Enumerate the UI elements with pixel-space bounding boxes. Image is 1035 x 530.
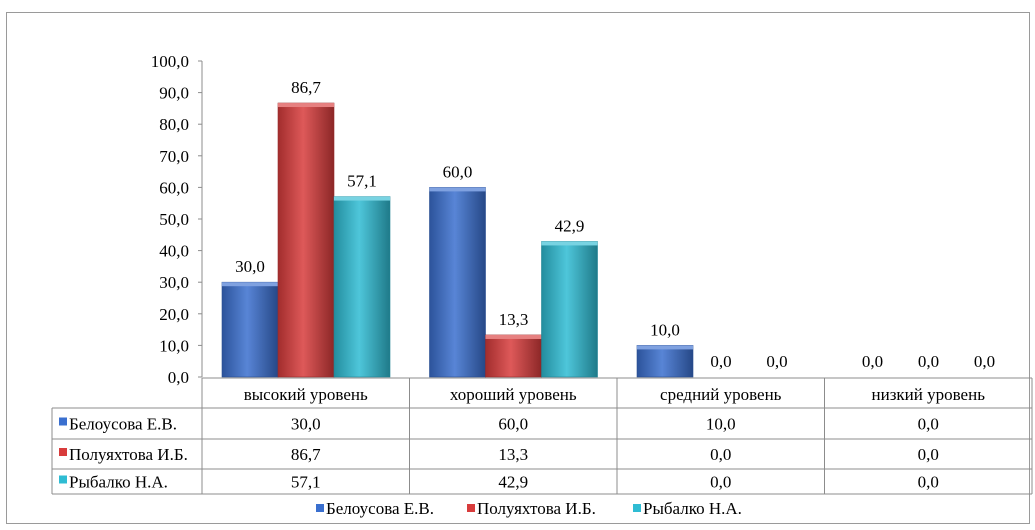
bar <box>636 345 694 378</box>
bar-top-highlight <box>541 241 598 246</box>
y-tick-label: 20,0 <box>159 305 189 324</box>
legend-key <box>59 417 67 426</box>
y-tick-label: 0,0 <box>168 368 189 387</box>
bar <box>485 334 542 378</box>
bar <box>221 281 279 378</box>
legend-label: Белоусова Е.В. <box>326 499 434 518</box>
data-label: 0,0 <box>766 352 787 371</box>
data-label: 42,9 <box>555 216 585 235</box>
table-cell: 0,0 <box>710 473 731 492</box>
data-labels: 30,0 60,0 10,0 0,0 86,7 13,3 0,0 0,0 57,1 42,9 0,0… <box>235 78 995 371</box>
category-label: высокий уровень <box>244 385 368 404</box>
y-tick-label: 30,0 <box>159 273 189 292</box>
table-cell: 60,0 <box>498 415 528 434</box>
legend-swatch <box>316 504 324 512</box>
data-label: 0,0 <box>862 352 883 371</box>
table-cell: 86,7 <box>291 445 321 464</box>
bar-top-highlight <box>222 282 278 287</box>
data-label: 60,0 <box>443 162 473 181</box>
table-cell: 13,3 <box>498 445 528 464</box>
bar <box>277 102 335 378</box>
y-tick-label: 40,0 <box>159 242 189 261</box>
data-label: 57,1 <box>347 172 377 191</box>
data-label: 13,3 <box>499 310 529 329</box>
data-label: 0,0 <box>710 352 731 371</box>
legend-swatch <box>467 504 475 512</box>
y-tick-label: 70,0 <box>159 147 189 166</box>
table-series-name: Рыбалко Н.А. <box>69 473 168 492</box>
data-label: 0,0 <box>974 352 995 371</box>
data-label: 0,0 <box>918 352 939 371</box>
bar-top-highlight <box>429 187 486 192</box>
table-cell: 0,0 <box>918 415 939 434</box>
bar-top-highlight <box>278 103 334 108</box>
bar <box>429 187 486 378</box>
bar <box>541 241 598 378</box>
axes: 0,0 10,0 20,0 30,0 40,0 50,0 60,0 70,0 80,0 90,0 1… <box>151 52 203 387</box>
bars <box>221 102 694 378</box>
data-label: 30,0 <box>235 257 265 276</box>
table-cell: 0,0 <box>918 473 939 492</box>
y-tick-label: 80,0 <box>159 115 189 134</box>
y-tick-label: 50,0 <box>159 210 189 229</box>
legend: Белоусова Е.В. Полуяхтова И.Б. Рыбалко Н.А… <box>316 499 742 518</box>
table-series-name: Белоусова Е.В. <box>69 415 177 434</box>
bar <box>333 196 391 378</box>
legend-label: Рыбалко Н.А. <box>643 499 742 518</box>
category-label: низкий уровень <box>872 385 986 404</box>
bar-top-highlight <box>637 345 693 350</box>
table-series-name: Полуяхтова И.Б. <box>69 445 188 464</box>
category-label: хороший уровень <box>450 385 577 404</box>
data-label: 10,0 <box>650 320 680 339</box>
y-tick-label: 60,0 <box>159 178 189 197</box>
table-cell: 10,0 <box>706 415 736 434</box>
legend-swatch <box>633 504 641 512</box>
y-tick-label: 10,0 <box>159 336 189 355</box>
legend-key <box>59 448 67 456</box>
table-cell: 0,0 <box>710 445 731 464</box>
bar-top-highlight <box>334 196 390 201</box>
legend-key <box>59 475 67 484</box>
bar-top-highlight <box>485 334 542 339</box>
y-tick-label: 100,0 <box>151 52 189 71</box>
data-table: высокий уровень хороший уровень средний ур… <box>51 377 1033 495</box>
table-cell: 57,1 <box>291 473 321 492</box>
category-label: средний уровень <box>660 385 782 404</box>
legend-label: Полуяхтова И.Б. <box>477 499 596 518</box>
data-label: 86,7 <box>291 78 321 97</box>
table-cell: 42,9 <box>498 473 528 492</box>
table-cell: 0,0 <box>918 445 939 464</box>
y-tick-label: 90,0 <box>159 84 189 103</box>
table-cell: 30,0 <box>291 415 321 434</box>
